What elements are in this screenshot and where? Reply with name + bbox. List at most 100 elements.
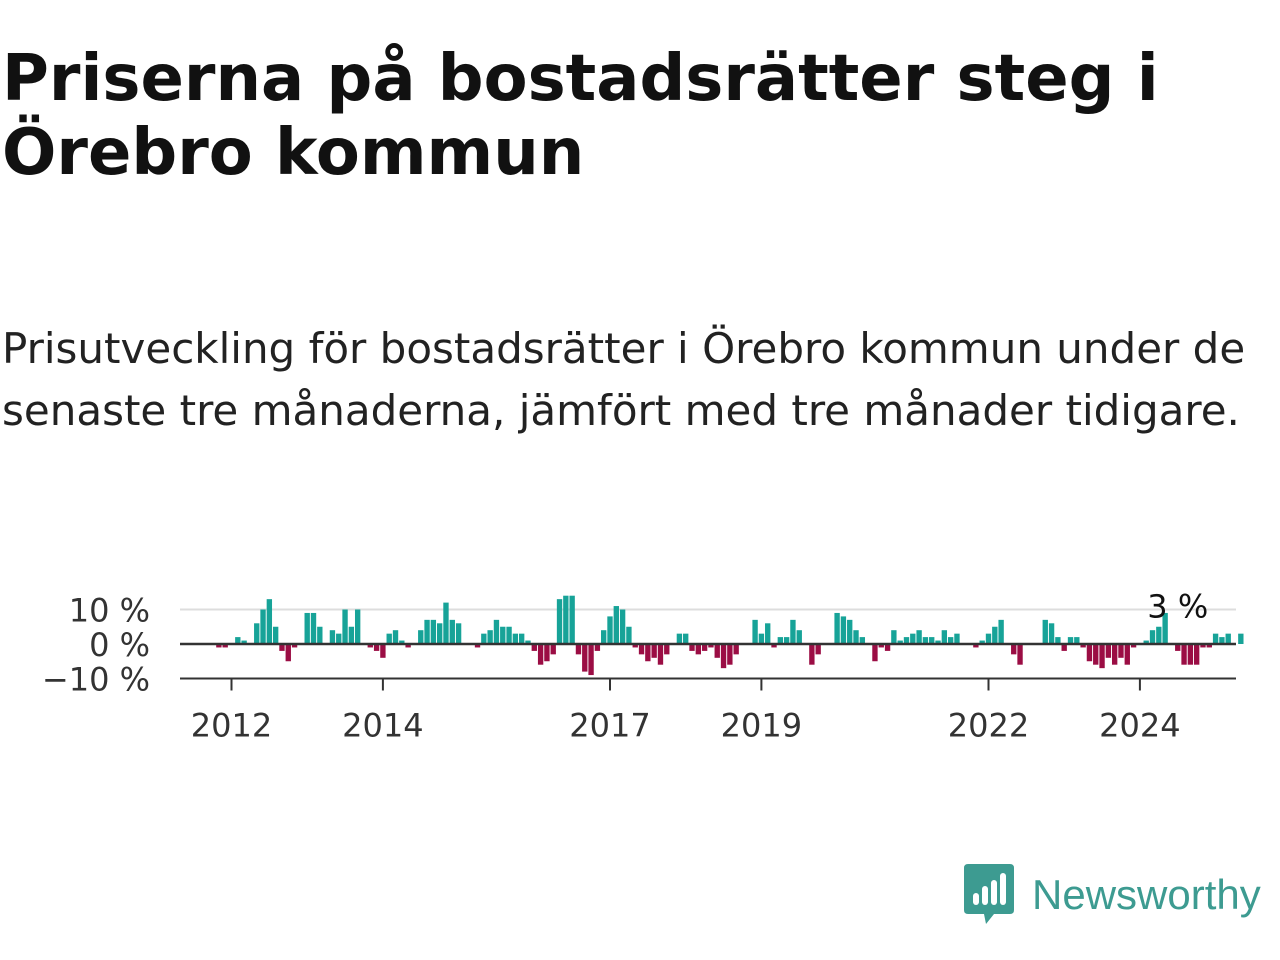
bar bbox=[1238, 633, 1244, 644]
bar bbox=[1193, 644, 1200, 665]
bar bbox=[1219, 637, 1225, 644]
bar bbox=[1111, 644, 1118, 665]
bar-chart: 10 %0 %−10 % 2012 2014 2017 2019 2022 2024 3 % bbox=[42, 588, 1244, 745]
bar bbox=[1175, 644, 1181, 651]
x-tick-label: 2014 bbox=[342, 707, 423, 745]
bar bbox=[638, 644, 645, 655]
bar bbox=[563, 595, 569, 644]
bar bbox=[1212, 633, 1219, 644]
bar bbox=[607, 616, 613, 644]
bar bbox=[720, 644, 727, 669]
bar bbox=[342, 609, 348, 644]
bar bbox=[373, 644, 380, 651]
bar bbox=[354, 609, 361, 644]
bar bbox=[1048, 623, 1055, 644]
bar bbox=[317, 626, 323, 644]
bar bbox=[947, 637, 954, 644]
bar bbox=[891, 630, 897, 644]
bar bbox=[588, 644, 594, 676]
bar bbox=[310, 612, 317, 644]
bar bbox=[683, 633, 689, 644]
bar bbox=[1200, 644, 1206, 648]
x-tick-label: 2012 bbox=[191, 707, 272, 745]
bar bbox=[556, 599, 563, 644]
bar bbox=[878, 644, 884, 648]
x-tick-label: 2022 bbox=[948, 707, 1029, 745]
bar bbox=[771, 644, 777, 648]
bar bbox=[903, 637, 910, 644]
bar bbox=[676, 633, 683, 644]
bar bbox=[758, 633, 765, 644]
bar bbox=[594, 644, 601, 651]
bar bbox=[840, 616, 847, 644]
bar bbox=[872, 644, 878, 662]
bar bbox=[399, 640, 405, 644]
bar bbox=[1093, 644, 1099, 665]
bar bbox=[386, 633, 392, 644]
bar bbox=[884, 644, 891, 651]
bar bbox=[689, 644, 695, 651]
chart-subtitle: Prisutveckling för bostadsrätter i Örebr… bbox=[2, 324, 1246, 435]
x-tick-label: 2019 bbox=[721, 707, 802, 745]
bar bbox=[645, 644, 651, 662]
bar bbox=[695, 644, 701, 655]
bar bbox=[443, 602, 449, 644]
bar bbox=[569, 595, 575, 644]
bar bbox=[998, 619, 1004, 644]
labels: 10 %0 %−10 % 2012 2014 2017 2019 2022 2024 3 % bbox=[42, 588, 1208, 745]
bar bbox=[601, 630, 607, 644]
bar bbox=[783, 637, 790, 644]
bar bbox=[941, 630, 948, 644]
bar bbox=[929, 637, 935, 644]
bar bbox=[1149, 630, 1156, 644]
bar bbox=[1099, 644, 1105, 669]
x-tick-label: 2024 bbox=[1099, 707, 1180, 745]
bar-chart-speech-bubble-icon bbox=[964, 864, 1014, 924]
bar bbox=[544, 644, 550, 662]
bar bbox=[1011, 644, 1017, 655]
bar bbox=[500, 626, 506, 644]
bar bbox=[430, 619, 437, 644]
bar bbox=[714, 644, 720, 658]
bar bbox=[235, 637, 241, 644]
bar bbox=[279, 644, 285, 651]
bar bbox=[487, 630, 493, 644]
bar bbox=[455, 623, 462, 644]
bar bbox=[992, 626, 998, 644]
bar bbox=[525, 640, 531, 644]
bar bbox=[424, 619, 430, 644]
bar bbox=[979, 640, 985, 644]
bar bbox=[436, 623, 443, 644]
bar bbox=[506, 626, 512, 644]
bar bbox=[847, 619, 853, 644]
bar bbox=[291, 644, 298, 648]
y-tick-label: −10 % bbox=[42, 661, 150, 699]
bar bbox=[973, 644, 979, 648]
bar bbox=[392, 630, 399, 644]
bar bbox=[1017, 644, 1023, 665]
bar bbox=[790, 619, 796, 644]
bar bbox=[752, 619, 758, 644]
bar bbox=[367, 644, 373, 648]
bar bbox=[329, 630, 336, 644]
bar bbox=[449, 619, 455, 644]
bar bbox=[481, 633, 487, 644]
bar bbox=[619, 609, 626, 644]
bar bbox=[834, 612, 840, 644]
x-tick-label: 2017 bbox=[569, 707, 650, 745]
bar bbox=[657, 644, 664, 665]
bar bbox=[815, 644, 821, 655]
bar bbox=[935, 640, 941, 644]
bar bbox=[1143, 640, 1149, 644]
bar bbox=[1074, 637, 1080, 644]
bar bbox=[651, 644, 657, 658]
bar bbox=[241, 640, 247, 644]
bar bbox=[922, 637, 929, 644]
bar bbox=[512, 633, 519, 644]
bar bbox=[1162, 612, 1168, 644]
bar bbox=[664, 644, 670, 655]
axes bbox=[180, 642, 1236, 691]
chart-title: Priserna på bostadsrätter steg i Örebro … bbox=[2, 42, 1159, 190]
bar bbox=[1067, 637, 1074, 644]
bar bbox=[1225, 633, 1231, 644]
